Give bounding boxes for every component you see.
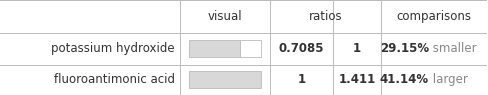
Bar — [188, 40, 239, 57]
Text: 1.411: 1.411 — [338, 73, 375, 86]
Text: ratios: ratios — [308, 10, 342, 23]
Text: 41.14%: 41.14% — [379, 73, 428, 86]
Text: larger: larger — [428, 73, 467, 86]
Text: comparisons: comparisons — [395, 10, 470, 23]
Text: 29.15%: 29.15% — [379, 42, 428, 55]
Text: visual: visual — [207, 10, 242, 23]
Text: 0.7085: 0.7085 — [278, 42, 324, 55]
Text: 1: 1 — [297, 73, 305, 86]
Bar — [239, 40, 260, 57]
Text: 1: 1 — [352, 42, 361, 55]
Text: potassium hydroxide: potassium hydroxide — [51, 42, 175, 55]
Text: smaller: smaller — [428, 42, 475, 55]
Bar — [188, 71, 260, 88]
Text: fluoroantimonic acid: fluoroantimonic acid — [54, 73, 175, 86]
